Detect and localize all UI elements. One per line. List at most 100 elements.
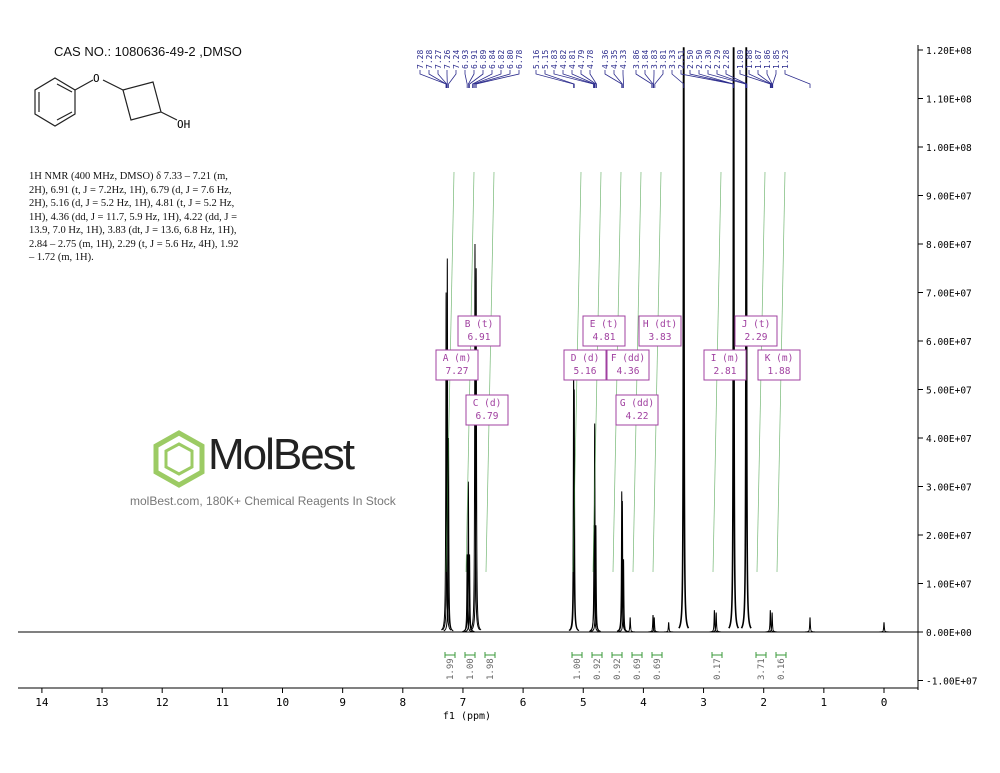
multiplet-label: E (t) [590,319,619,330]
spectrum-peak [464,554,475,633]
cas-header: CAS NO.: 1080636-49-2 ,DMSO [54,44,242,59]
multiplet-label: B (t) [465,319,494,330]
multiplet-shift: 6.79 [476,411,499,422]
peak-label-connector [772,70,777,88]
x-tick-label: 0 [881,696,888,709]
x-tick-label: 3 [700,696,707,709]
peak-label: 3.86 [632,50,641,69]
watermark-logo: MolBest [208,430,355,479]
spectrum-peak [711,612,721,633]
x-tick-label: 11 [216,696,229,709]
spectrum-peak [709,610,720,633]
peak-label-connector [437,70,448,88]
peak-label: 6.80 [506,50,515,69]
peak-label-connector [757,70,772,88]
integral-value: 0.17 [713,658,723,680]
spectrum-peak [469,243,481,631]
multiplet-label: K (m) [765,353,794,364]
multiplet-label: J (t) [742,319,771,330]
x-tick-label: 9 [339,696,346,709]
peak-label-connector [604,70,623,88]
integral-value: 1.98 [486,658,496,680]
peak-label-connector [680,70,734,88]
multiplet-box: C (d) 6.79 [465,394,509,426]
multiplet-frame [563,349,607,381]
watermark-tagline: molBest.com, 180K+ Chemical Reagents In … [130,494,396,508]
integral-bracket [571,652,583,658]
molecule-structure: O OH [34,72,190,131]
y-tick-label: 0.00E+00 [926,628,972,639]
peak-label-connector [739,70,771,88]
integral-value: 0.92 [613,658,623,680]
integral-bracket [484,652,496,658]
multiplet-label: F (dd) [611,353,645,364]
peak-label-connector [544,70,575,88]
multiplet-box: H (dt) 3.83 [638,315,682,347]
peak-label-connector [474,70,511,88]
multiplet-label: C (d) [473,398,502,409]
peak-label: 2.30 [704,50,713,69]
multiplet-frame [582,315,626,347]
multiplet-frame [757,349,801,381]
peak-label: 3.84 [641,50,650,69]
peak-label-connector [613,70,623,88]
y-tick-label: 3.00E+07 [926,483,972,494]
multiplet-frame [703,349,747,381]
peak-label-connector [784,70,811,88]
multiplet-box: F (dd) 4.36 [606,349,650,381]
peak-label-connector [707,70,747,88]
peak-label-connector [671,70,685,88]
x-axis-label: f1 (ppm) [443,711,491,722]
integral-value: 1.00 [573,658,583,680]
spectrum-peak [625,617,636,633]
integral-value: 0.16 [777,658,787,680]
y-tick-label: 1.00E+08 [926,143,972,154]
peak-label-connector [748,70,772,88]
multiplet-shift: 2.29 [745,332,768,343]
y-tick-label: 9.00E+07 [926,192,972,203]
peak-label-connector [725,70,748,88]
spectrum-peak [618,559,629,633]
x-tick-label: 5 [580,696,587,709]
peak-label-connector [428,70,447,88]
integral-curve [652,171,662,573]
multiplet-label: D (d) [571,353,600,364]
peak-label-connector [472,70,493,88]
integral-bracket [444,652,456,658]
multiplet-box: B (t) 6.91 [457,315,501,347]
peak-label: 6.78 [515,50,524,69]
peak-label: 4.82 [559,50,568,69]
peak-label-connector [473,70,502,88]
oxygen-label: O [93,72,100,85]
peak-label: 1.89 [736,50,745,69]
molbest-logo-icon [153,430,205,488]
multiplet-box: A (m) 7.27 [435,349,479,381]
multiplet-frame [606,349,650,381]
spectrum-peak [590,525,601,632]
y-tick-label: 7.00E+07 [926,289,972,300]
peak-label: 5.16 [532,50,541,69]
peak-label: 1.86 [763,50,772,69]
x-tick-label: 14 [35,696,49,709]
peak-label-connector [562,70,595,88]
y-tick-label: 5.00E+07 [926,386,972,397]
peak-label-connector [469,70,484,88]
peak-label: 7.26 [443,50,452,69]
spectrum-peak [805,617,815,633]
hydroxyl-label: OH [177,118,190,131]
peak-label-connector [716,70,747,88]
multiplet-shift: 2.81 [714,366,737,377]
x-tick-label: 2 [760,696,767,709]
y-tick-label: 6.00E+07 [926,337,972,348]
spectrum-peak [765,610,776,633]
peak-label: 7.28 [416,50,425,69]
spectrum-peak [649,617,660,633]
peak-label: 3.83 [650,50,659,69]
multiplet-frame [638,315,682,347]
peak-label: 1.23 [781,50,790,69]
peak-label: 1.85 [772,50,781,69]
spectrum-peak [740,47,752,629]
multiplet-label: H (dt) [643,319,677,330]
multiplet-box: J (t) 2.29 [734,315,778,347]
